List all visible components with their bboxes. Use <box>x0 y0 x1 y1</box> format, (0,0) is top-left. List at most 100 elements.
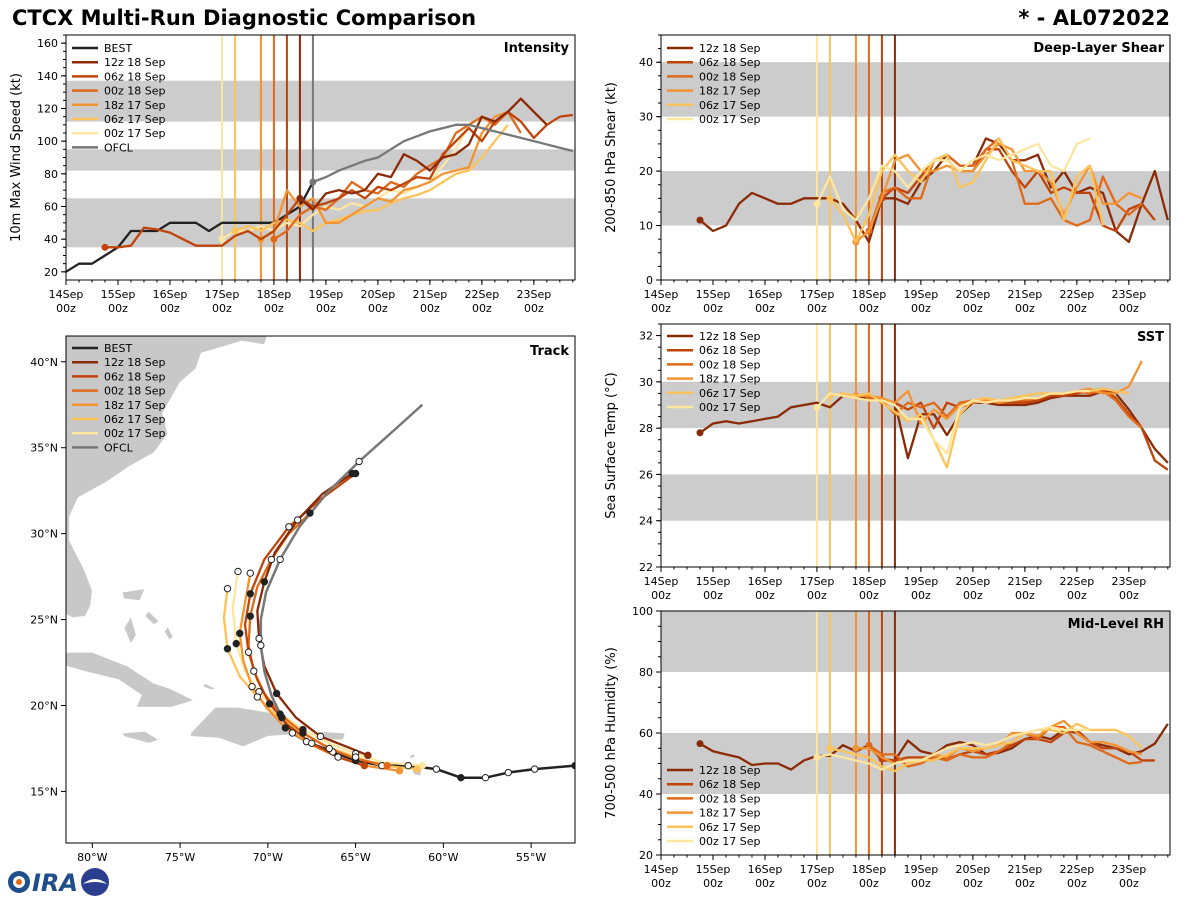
y-axis-label: 10m Max Wind Speed (kt) <box>9 73 24 242</box>
lat-tick-label: 30°N <box>30 528 58 541</box>
y-tick-label: 20 <box>639 165 653 178</box>
y-tick-label: 20 <box>639 849 653 862</box>
legend-label-00z-17-sep: 00z 17 Sep <box>104 427 166 440</box>
x-tick-label-hour: 00z <box>911 302 931 315</box>
series-line-12z-18-sep <box>699 389 1169 464</box>
legend-label-12z-18-sep: 12z 18 Sep <box>699 330 761 343</box>
series-start-18z-17-sep <box>852 744 860 752</box>
x-tick-label-hour: 00z <box>160 302 180 315</box>
series-start-00z-18-sep <box>865 741 873 749</box>
track-point-06z-17-sep <box>223 584 232 593</box>
x-tick-label-day: 15Sep <box>696 575 731 588</box>
track-point-06z-18-sep <box>360 761 369 770</box>
track-point-00z-18-sep <box>325 744 333 753</box>
series-start-06z-18-sep <box>101 243 109 251</box>
map-frame <box>65 335 576 844</box>
track-point-00z-17-sep <box>232 639 240 648</box>
lat-tick-label: 20°N <box>30 700 58 713</box>
track-point-00z-17-sep <box>418 761 426 770</box>
track-point-06z-18-sep <box>246 590 254 598</box>
x-tick-label-day: 19Sep <box>904 288 939 301</box>
y-tick-label: 60 <box>639 727 653 740</box>
x-tick-label-day: 14Sep <box>49 288 84 301</box>
x-tick-label-day: 18Sep <box>852 575 887 588</box>
track-point-12z-18-sep <box>272 689 281 698</box>
lon-tick-label: 55°W <box>516 851 546 864</box>
track-point-ofcl <box>276 555 284 564</box>
series-start-00z-17-sep <box>813 200 821 208</box>
y-tick-label: 30 <box>639 376 653 389</box>
series-line-00z-17-sep <box>816 725 1090 771</box>
x-tick-label-hour: 00z <box>108 302 128 315</box>
bahamas-grand <box>121 588 146 602</box>
track-point-18z-17-sep <box>334 753 342 761</box>
x-tick-label-hour: 00z <box>859 302 879 315</box>
panel-title: Deep-Layer Shear <box>1033 41 1164 56</box>
band-1 <box>661 611 1170 672</box>
x-tick-label-hour: 00z <box>1067 589 1087 602</box>
x-tick-label-day: 18Sep <box>852 863 887 876</box>
legend-label-18z-17-sep: 18z 17 Sep <box>699 373 761 386</box>
x-tick-label-hour: 00z <box>1015 302 1035 315</box>
x-tick-label-hour: 00z <box>963 877 983 890</box>
track-point-06z-17-sep <box>413 765 421 773</box>
x-tick-label-day: 15Sep <box>696 288 731 301</box>
series-line-00z-17-sep <box>816 389 1090 455</box>
panel-title: Intensity <box>504 41 570 56</box>
cuba <box>66 651 196 708</box>
series-start-12z-18-sep <box>696 740 704 748</box>
lat-tick-label: 15°N <box>30 785 58 798</box>
x-tick-label-day: 22Sep <box>1059 288 1094 301</box>
x-tick-label-hour: 00z <box>651 877 671 890</box>
x-tick-label-hour: 00z <box>755 589 775 602</box>
track-point-12z-18-sep <box>348 469 356 478</box>
bahamas-cat <box>163 625 174 641</box>
track-point-best <box>481 773 490 782</box>
x-tick-label-day: 21Sep <box>1008 863 1043 876</box>
panel-track: 80°W 75°W 70°W 65°W 60°W 55°W 15°N 20°N 25°N 30°N… <box>30 335 576 864</box>
x-tick-label-hour: 00z <box>1015 589 1035 602</box>
legend-label-00z-18-sep: 00z 18 Sep <box>699 70 761 83</box>
track-point-18z-17-sep <box>236 629 244 638</box>
lat-tick-label: 40°N <box>30 356 58 369</box>
x-tick-label-day: 22Sep <box>1059 575 1094 588</box>
legend-label-best: BEST <box>104 342 132 355</box>
antigua <box>409 753 416 760</box>
lon-tick-label: 70°W <box>253 851 283 864</box>
y-tick-label: 30 <box>639 111 653 124</box>
x-tick-label-hour: 00z <box>1119 302 1139 315</box>
x-tick-label-day: 14Sep <box>644 288 679 301</box>
x-tick-label-hour: 00z <box>651 589 671 602</box>
legend-label-06z-18-sep: 06z 18 Sep <box>699 778 761 791</box>
x-tick-label-hour: 00z <box>911 877 931 890</box>
series-line-06z-18-sep <box>881 387 1169 471</box>
y-tick-label: 20 <box>44 266 58 279</box>
track-point-best <box>288 729 297 737</box>
x-tick-label-day: 17Sep <box>800 575 835 588</box>
series-line-06z-17-sep <box>829 137 1104 244</box>
x-tick-label-day: 22Sep <box>464 288 499 301</box>
track-point-best <box>457 773 465 782</box>
y-tick-label: 40 <box>44 233 58 246</box>
x-tick-label-day: 14Sep <box>644 863 679 876</box>
band-0 <box>66 198 575 248</box>
x-tick-label-day: 23Sep <box>516 288 551 301</box>
track-point-best <box>530 765 539 773</box>
legend-label-12z-18-sep: 12z 18 Sep <box>699 764 761 777</box>
series-start-12z-18-sep <box>696 429 704 437</box>
x-tick-label-day: 16Sep <box>748 288 783 301</box>
x-tick-label-day: 20Sep <box>956 863 991 876</box>
series-line-18z-17-sep <box>855 142 1143 243</box>
track-point-12z-18-sep <box>293 516 302 524</box>
y-tick-label: 60 <box>44 201 58 214</box>
legend-label-00z-18-sep: 00z 18 Sep <box>104 85 166 98</box>
land-masses <box>66 336 423 777</box>
panel-title: SST <box>1137 330 1164 345</box>
legend-label-00z-18-sep: 00z 18 Sep <box>699 358 761 371</box>
track-point-best <box>404 761 412 770</box>
bahamas-andros <box>123 615 137 645</box>
track-point-ofcl <box>278 713 286 722</box>
x-tick-label-hour: 00z <box>755 877 775 890</box>
track-point-18z-17-sep <box>281 724 290 732</box>
